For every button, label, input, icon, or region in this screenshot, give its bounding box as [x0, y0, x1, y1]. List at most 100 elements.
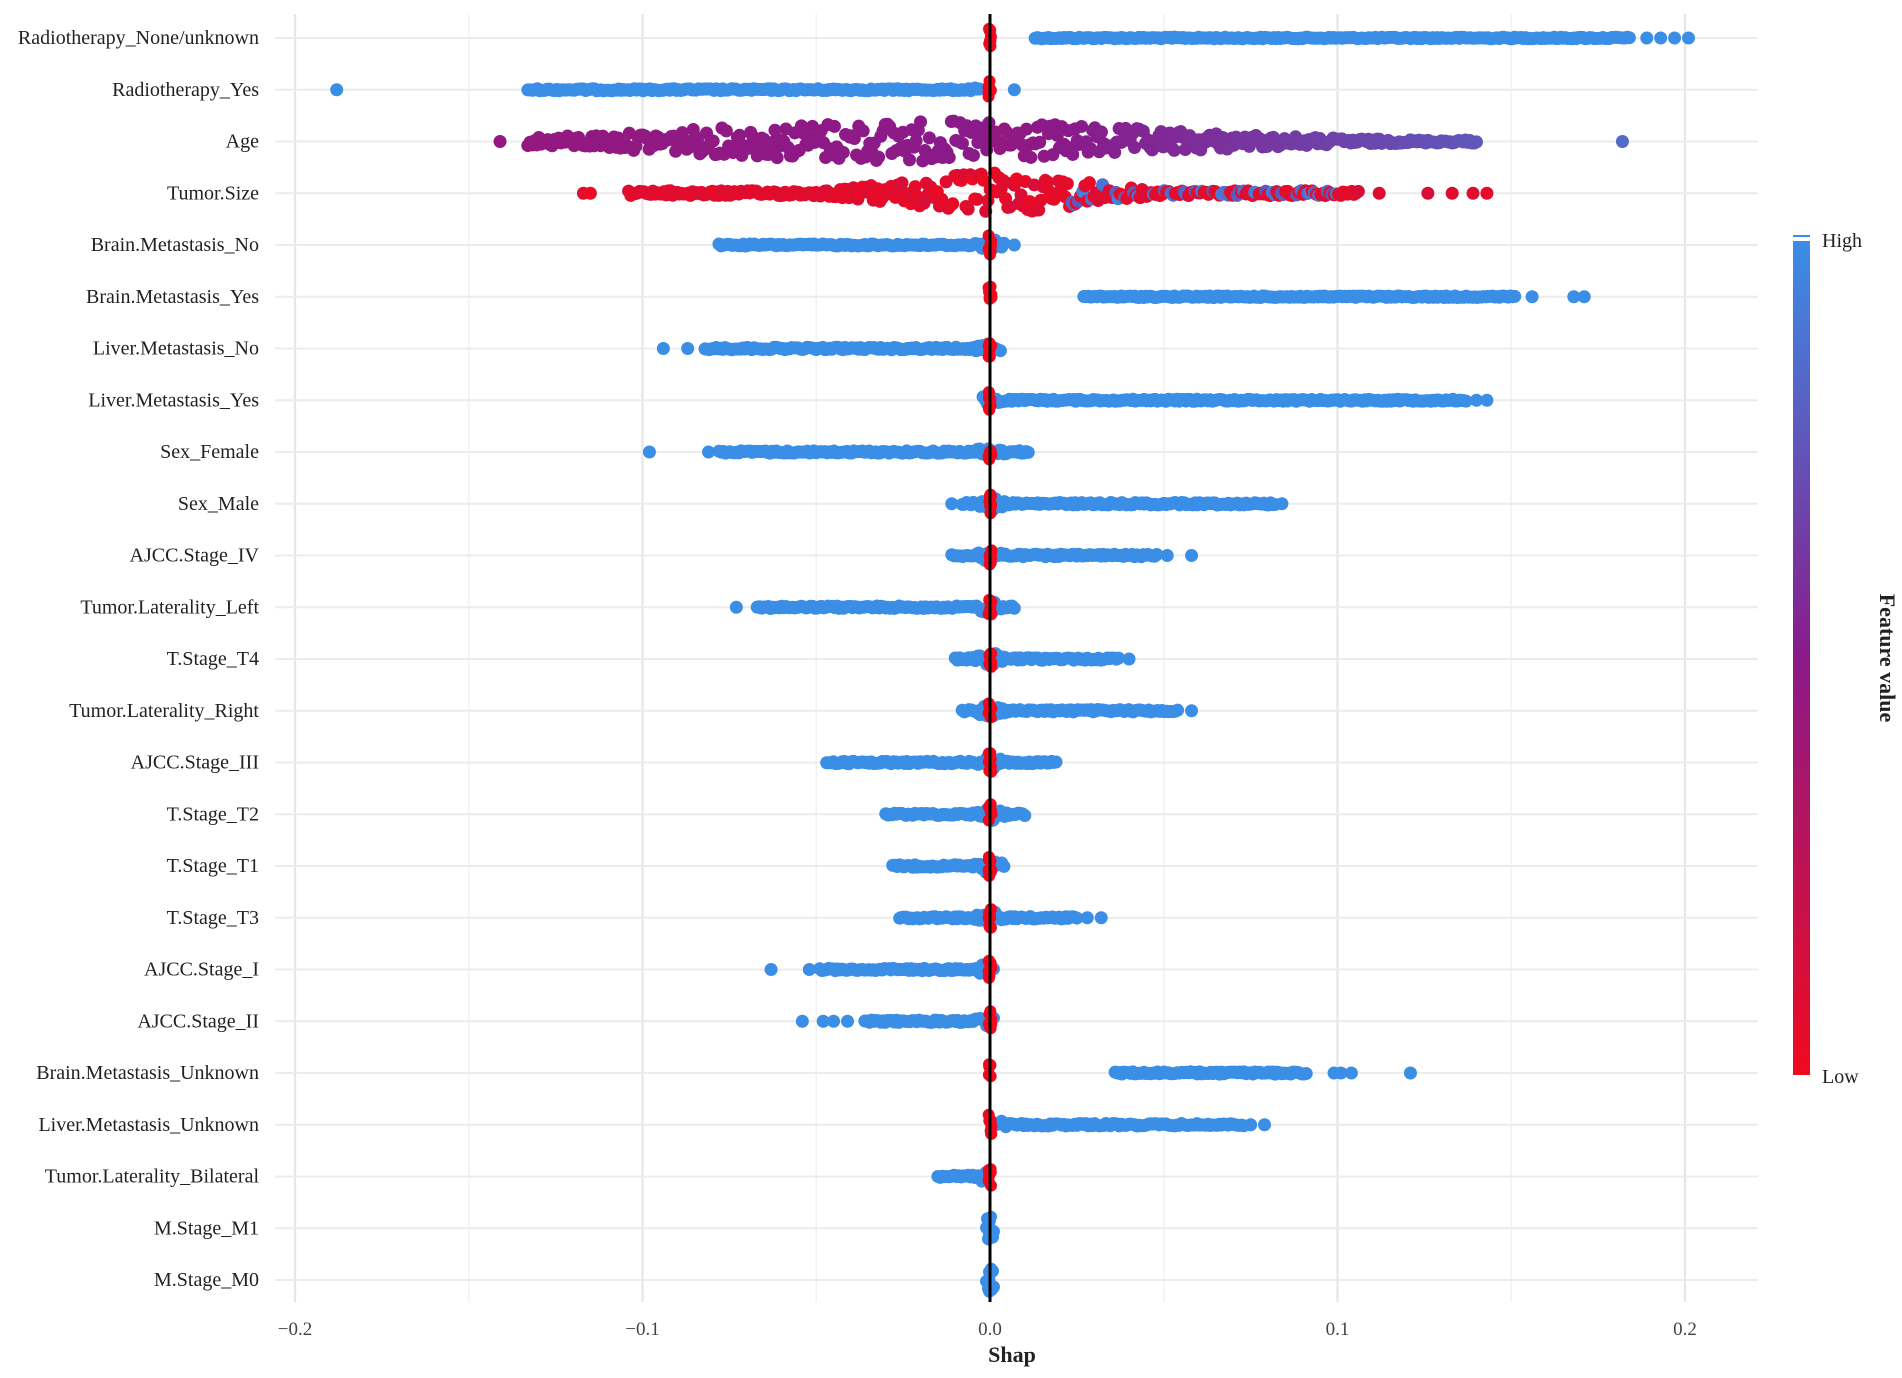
shap-point — [1508, 289, 1522, 303]
shap-point — [847, 131, 861, 145]
shap-point — [946, 197, 960, 211]
shap-point — [1150, 548, 1164, 561]
shap-point-outlier — [1403, 1066, 1417, 1080]
feature-label: Brain.Metastasis_Unknown — [36, 1062, 259, 1084]
shap-point-outlier — [1258, 1118, 1272, 1132]
shap-point-outlier — [1372, 186, 1386, 200]
shap-point-outlier — [656, 342, 670, 355]
feature-row — [982, 1058, 1417, 1083]
feature-label: M.Stage_M0 — [154, 1269, 259, 1291]
colorbar: High Low Feature value — [1793, 230, 1900, 1088]
feature-row — [976, 386, 1494, 416]
feature-row — [948, 647, 1136, 673]
shap-point-outlier — [1615, 135, 1629, 148]
colorbar-gradient — [1793, 241, 1810, 1075]
feature-label: M.Stage_M1 — [154, 1217, 259, 1239]
shap-point — [942, 151, 956, 165]
feature-row — [982, 1108, 1272, 1140]
x-tick-label: 0.0 — [978, 1319, 1002, 1340]
shap-point — [1018, 808, 1032, 822]
shap-point — [872, 150, 886, 164]
feature-label: AJCC.Stage_II — [137, 1010, 259, 1032]
shap-point-outlier — [583, 186, 597, 200]
x-axis-ticks: −0.2 −0.1 0.0 0.1 0.2 — [278, 1319, 1697, 1340]
shap-point-outlier — [1421, 186, 1435, 200]
shap-point — [1021, 445, 1035, 459]
shap-point-outlier — [827, 1014, 841, 1028]
feature-label: Liver.Metastasis_Unknown — [38, 1114, 259, 1136]
feature-row — [945, 544, 1199, 571]
shap-point-outlier — [802, 963, 816, 976]
shap-point-outlier — [1007, 83, 1021, 97]
shap-point-outlier — [330, 83, 344, 97]
shap-point — [1014, 188, 1028, 202]
feature-label: AJCC.Stage_I — [144, 959, 259, 981]
shap-point-outlier — [1654, 31, 1668, 45]
shap-point-outlier — [1640, 31, 1654, 45]
shap-point-outlier — [702, 445, 716, 459]
shap-point — [1094, 125, 1108, 139]
shap-point-outlier — [1244, 1118, 1258, 1132]
shap-point — [770, 151, 784, 165]
shap-point-outlier — [841, 1014, 855, 1028]
colorbar-high-label: High — [1822, 230, 1862, 252]
shap-point-outlier — [1466, 186, 1480, 200]
shap-point — [1007, 601, 1021, 615]
shap-point — [1070, 911, 1084, 925]
colorbar-low-label: Low — [1822, 1066, 1859, 1088]
shap-point — [675, 126, 689, 140]
shap-point-outlier — [1122, 652, 1136, 666]
shap-point — [1470, 135, 1483, 149]
x-tick-label: −0.2 — [278, 1319, 312, 1340]
shap-point-outlier — [681, 342, 695, 355]
shap-point-outlier — [1160, 549, 1174, 562]
feature-row — [576, 166, 1494, 218]
shap-point — [1049, 755, 1063, 769]
shap-point — [977, 173, 991, 187]
feature-row — [729, 593, 1021, 621]
shap-point — [856, 124, 870, 138]
shap-point-outlier — [1577, 290, 1591, 304]
feature-row — [931, 1163, 997, 1192]
shap-point — [1033, 135, 1047, 149]
shap-point — [1622, 31, 1636, 45]
shap-point-outlier — [1668, 31, 1682, 45]
shap-point-outlier — [1185, 549, 1199, 562]
feature-row — [330, 75, 1021, 103]
shap-point — [1060, 177, 1074, 191]
feature-label: Tumor.Laterality_Bilateral — [45, 1166, 260, 1188]
shap-point — [1032, 203, 1046, 217]
feature-row — [493, 114, 1629, 168]
shap-point — [719, 124, 733, 138]
shap-point — [706, 134, 720, 148]
feature-label: Tumor.Laterality_Left — [80, 596, 259, 618]
feature-label: Liver.Metastasis_No — [93, 338, 259, 360]
shap-point — [1167, 143, 1181, 157]
shap-point — [966, 148, 980, 162]
shap-point — [1108, 145, 1122, 159]
feature-label: Sex_Female — [160, 441, 259, 463]
x-tick-label: 0.1 — [1326, 1319, 1350, 1340]
feature-label: AJCC.Stage_IV — [130, 545, 260, 567]
feature-label: Age — [226, 131, 259, 153]
feature-row — [945, 488, 1289, 520]
shap-point — [993, 344, 1007, 358]
shap-point-outlier — [1567, 290, 1581, 304]
shap-point-outlier — [642, 445, 656, 459]
shap-point — [1034, 193, 1048, 207]
shap-point — [914, 115, 928, 129]
shap-point-outlier — [764, 963, 778, 976]
feature-row — [656, 337, 1007, 363]
x-tick-label: 0.2 — [1673, 1319, 1697, 1340]
shap-point-outlier — [1275, 497, 1289, 511]
feature-label: Tumor.Size — [167, 182, 259, 204]
shap-point — [908, 180, 922, 194]
shap-point — [1075, 119, 1089, 133]
feature-row — [955, 697, 1199, 724]
shap-point — [836, 145, 850, 159]
shap-point — [827, 119, 841, 133]
shap-point — [1019, 122, 1033, 136]
feature-label: Brain.Metastasis_Yes — [86, 286, 259, 308]
